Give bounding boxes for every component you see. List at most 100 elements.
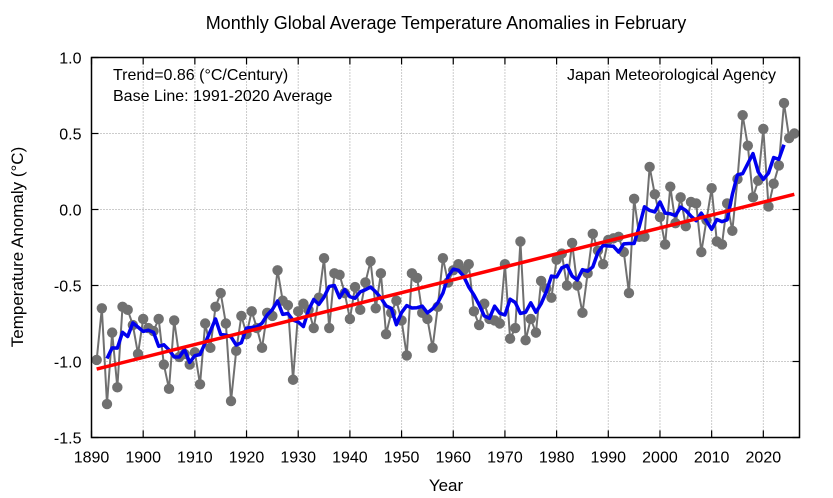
annual-anomaly-point [220,318,232,329]
annual-anomaly-point [763,201,774,212]
annual-anomaly-point [122,304,133,316]
annual-anomaly-point [654,211,666,223]
annual-anomaly-point [184,359,195,370]
annual-anomaly-point [210,301,221,312]
annual-anomaly-point [344,313,356,325]
annual-anomaly-point [675,192,686,203]
annual-anomaly-point [106,327,118,338]
annual-anomaly-point [535,275,547,287]
annual-anomaly-point [96,303,108,314]
y-tick-label: 0.0 [59,203,81,220]
x-tick-label: 1910 [177,450,213,467]
annual-anomaly-point [494,318,505,329]
annual-anomaly-point [225,395,237,407]
x-tick-label: 1930 [280,450,316,467]
annual-anomaly-point [411,272,423,284]
trend-line [96,192,795,371]
annual-anomaly-point [349,281,361,293]
annual-anomaly-point [324,322,335,334]
annual-anomaly-point [525,313,536,325]
annual-anomaly-point [789,128,800,139]
x-tick-label: 2000 [642,450,678,467]
x-axis-label: Year [429,476,464,495]
plot-frame [90,56,801,439]
annual-anomaly-point [530,327,542,338]
annual-anomaly-point [520,335,531,346]
x-axis-ticks: 1890 1900 1910 1920 1930 1940 1950 1960 1970 1980… [74,57,782,467]
x-tick-label: 1970 [487,450,523,467]
annual-anomaly-point [246,306,257,317]
y-tick-label: 1.0 [59,51,81,68]
annual-anomaly-point [690,198,702,209]
annual-anomaly-point [659,239,671,250]
annual-anomaly-point [137,313,149,325]
annual-anomaly-point [773,160,785,171]
annual-anomaly-point [597,259,609,270]
annual-anomaly-point [510,322,521,334]
annual-anomaly-point [427,342,438,354]
x-tick-label: 2010 [694,450,730,467]
annual-anomaly-point [163,383,175,395]
annual-anomaly-point [468,306,480,317]
annual-anomaly-point [375,268,387,279]
running-mean-line [105,144,786,365]
annual-anomaly-point [623,287,635,299]
annual-anomaly-point [696,246,707,258]
baseline-annotation: Base Line: 1991-2020 Average [113,88,333,105]
annual-anomaly-point [758,123,769,135]
annual-anomaly-point [628,193,640,205]
annual-anomaly-point [215,287,226,299]
plot-area [91,97,800,410]
annual-anomaly-point [256,342,268,354]
x-tick-label: 1950 [384,450,420,467]
x-tick-label: 1920 [229,450,265,467]
annual-anomaly-point [716,239,728,250]
y-tick-label: 0.5 [59,127,81,144]
x-tick-label: 1990 [590,450,626,467]
annual-anomaly-point [768,178,779,189]
annual-anomaly-point [706,183,717,194]
annual-anomaly-point [727,225,738,236]
annual-anomaly-point [236,310,247,322]
annual-anomaly-point [365,255,376,267]
annual-anomaly-point [112,382,123,393]
annual-anomaly-line [95,102,795,405]
annual-anomaly-point [463,259,474,270]
annual-anomaly-point [194,379,206,390]
source-annotation: Japan Meteorological Agency [567,67,776,84]
annual-anomaly-point [572,280,583,291]
trend-annotation: Trend=0.86 (°C/Century) [113,67,288,84]
annual-anomaly-point [778,97,790,109]
x-tick-label: 1900 [125,450,161,467]
annual-anomaly-point [401,350,412,361]
annual-anomaly-point [355,304,366,316]
annual-anomaly-point [334,269,345,281]
x-tick-label: 2020 [746,450,782,467]
annual-anomaly-point [287,374,299,385]
annual-anomaly-point [577,307,588,319]
annual-anomaly-point [515,236,526,247]
annual-anomaly-point [293,306,304,317]
annual-anomaly-point [561,280,573,291]
annual-anomaly-point [370,303,381,314]
x-tick-label: 1940 [332,450,368,467]
y-tick-label: -1.0 [54,355,82,372]
annual-anomaly-point [205,342,216,354]
x-tick-label: 1890 [74,450,110,467]
annual-anomaly-point [282,300,294,311]
annual-anomaly-point [649,189,660,200]
annual-anomaly-point [422,313,433,325]
annual-anomaly-point [644,161,655,173]
annual-anomaly-point [587,228,598,240]
annual-anomaly-point [737,110,748,121]
annual-anomaly-point [272,265,283,276]
chart-title: Monthly Global Average Temperature Anoma… [206,13,687,33]
annual-anomaly-point [91,354,102,366]
annual-anomaly-point [665,181,676,192]
annual-anomaly-point [742,140,754,151]
annual-anomaly-point [380,328,392,340]
y-axis-label: Temperature Anomaly (°C) [8,147,27,347]
annual-anomaly-point [318,252,330,264]
annual-anomaly-point [546,292,557,303]
